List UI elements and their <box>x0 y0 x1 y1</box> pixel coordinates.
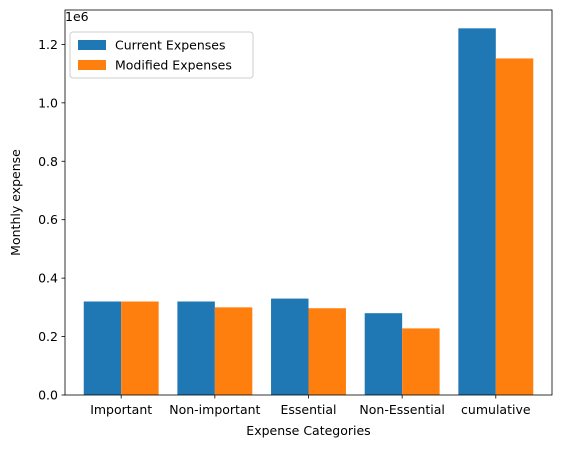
y-tick-label: 1.2 <box>38 37 58 52</box>
x-axis: Important Non-important Essential Non-Essen… <box>90 395 531 417</box>
y-offset-label: 1e6 <box>65 9 89 24</box>
bar-current-non-important <box>177 301 215 395</box>
y-axis: 0.0 0.2 0.4 0.6 0.8 1.0 1.2 <box>38 37 65 403</box>
x-tick-label: Important <box>90 402 152 417</box>
y-tick-label: 0.0 <box>38 388 58 403</box>
legend-swatch <box>78 40 106 50</box>
bar-current-cumulative <box>458 28 496 395</box>
y-tick-label: 0.8 <box>38 154 58 169</box>
x-tick-label: Non-Essential <box>359 402 444 417</box>
x-tick-label: Non-important <box>169 402 260 417</box>
bar-current-non-essential <box>364 313 403 395</box>
y-tick-label: 0.2 <box>38 329 58 344</box>
legend-swatch <box>78 60 106 70</box>
legend-label: Current Expenses <box>115 38 225 53</box>
bar-modified-essential <box>308 308 346 395</box>
y-axis-label: Monthly expense <box>8 149 23 256</box>
x-tick-label: Essential <box>280 402 336 417</box>
y-tick-label: 0.6 <box>38 212 58 227</box>
bar-modified-important <box>121 301 159 395</box>
y-tick-label: 0.4 <box>38 271 58 286</box>
bar-current-essential <box>271 298 309 395</box>
legend-box <box>69 31 254 79</box>
x-tick-label: cumulative <box>461 402 531 417</box>
bar-modified-cumulative <box>495 58 534 395</box>
bar-current-important <box>83 301 122 395</box>
y-tick-label: 1.0 <box>38 95 58 110</box>
legend-label: Modified Expenses <box>115 58 232 73</box>
bar-modified-non-essential <box>402 328 440 395</box>
bars-group <box>83 28 534 395</box>
x-axis-label: Expense Categories <box>246 423 370 438</box>
legend: Current Expenses Modified Expenses <box>69 31 254 79</box>
bar-modified-non-important <box>214 307 253 395</box>
plot-frame <box>64 9 553 396</box>
